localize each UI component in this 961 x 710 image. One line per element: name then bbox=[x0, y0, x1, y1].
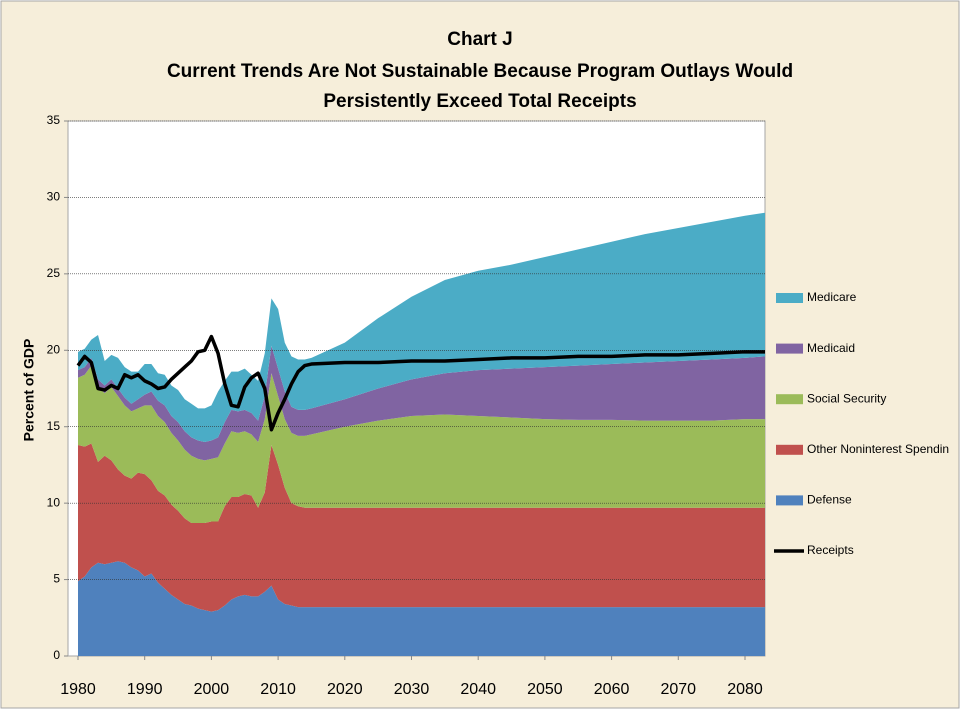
legend-swatch bbox=[776, 293, 803, 303]
y-tick-label: 25 bbox=[47, 266, 61, 280]
area bbox=[78, 561, 766, 656]
x-tick-label: 2050 bbox=[527, 681, 563, 698]
legend-label: Medicare bbox=[807, 290, 857, 304]
x-tick-label: 2010 bbox=[260, 681, 296, 698]
chart-title: Chart J bbox=[447, 29, 512, 50]
legend-swatch bbox=[776, 343, 803, 354]
legend-swatch bbox=[776, 394, 803, 405]
y-tick-label: 0 bbox=[53, 648, 60, 662]
legend-label: Receipts bbox=[807, 543, 854, 557]
chart-subtitle: Current Trends Are Not Sustainable Becau… bbox=[167, 61, 793, 82]
y-tick-label: 10 bbox=[47, 495, 61, 509]
legend-label: Other Noninterest Spendin bbox=[807, 442, 949, 456]
chart-subtitle: Persistently Exceed Total Receipts bbox=[323, 91, 636, 112]
y-tick-label: 35 bbox=[47, 113, 61, 127]
x-tick-label: 2000 bbox=[194, 681, 230, 698]
line bbox=[76, 334, 765, 432]
area bbox=[78, 365, 766, 524]
y-tick-label: 30 bbox=[47, 190, 61, 204]
x-tick-label: 1980 bbox=[60, 681, 96, 698]
area bbox=[78, 345, 766, 461]
x-tick-label: 2070 bbox=[660, 681, 696, 698]
x-tick-label: 2030 bbox=[394, 681, 430, 698]
y-tick-label: 20 bbox=[47, 342, 61, 356]
legend-label: Defense bbox=[807, 493, 852, 507]
legend-label: Social Security bbox=[807, 391, 886, 405]
legend-swatch bbox=[776, 495, 803, 506]
y-tick-label: 5 bbox=[53, 572, 60, 586]
x-tick-label: 2080 bbox=[727, 681, 763, 698]
x-tick-label: 2060 bbox=[594, 681, 630, 698]
x-tick-label: 2020 bbox=[327, 681, 363, 698]
legend-label: Medicaid bbox=[807, 341, 855, 355]
y-tick-label: 15 bbox=[47, 419, 61, 433]
y-axis-label: Percent of GDP bbox=[21, 339, 37, 442]
legend-swatch bbox=[776, 444, 803, 455]
x-tick-label: 2040 bbox=[460, 681, 496, 698]
area bbox=[78, 443, 766, 612]
area bbox=[78, 212, 766, 442]
x-tick-label: 1990 bbox=[127, 681, 163, 698]
